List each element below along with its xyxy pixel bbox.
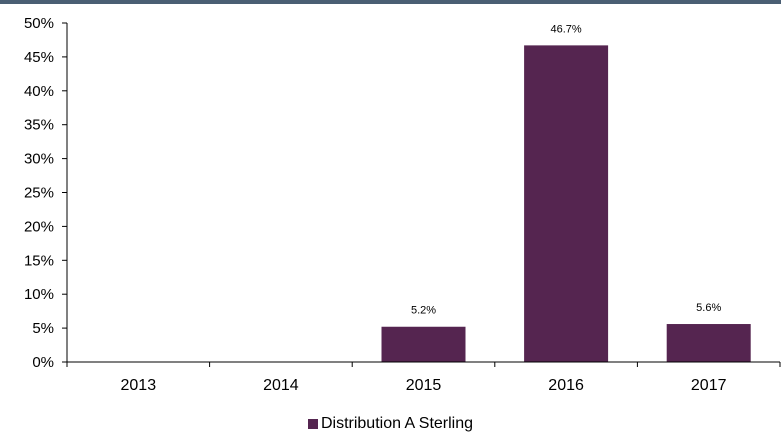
bar — [381, 326, 466, 362]
legend-item: Distribution A Sterling — [307, 415, 474, 433]
data-label: 46.7% — [550, 23, 581, 35]
data-label: 5.2% — [411, 305, 436, 317]
data-label: 5.6% — [696, 302, 721, 314]
y-tick-label: 50% — [24, 15, 54, 32]
top-border-band — [0, 0, 781, 4]
bar — [524, 45, 609, 363]
y-tick-label: 15% — [24, 252, 54, 269]
y-tick-label: 35% — [24, 117, 54, 134]
y-tick-label: 45% — [24, 49, 54, 66]
x-tick-label: 2014 — [263, 377, 299, 394]
y-tick-label: 5% — [32, 320, 54, 337]
x-axis-ticks: 2013 2014 2015 2016 2017 — [66, 362, 781, 394]
bar-chart: 0% 5% 10% 15% 20% 25% 30% 35% 40% 45% 50% 5.2% 46.7… — [24, 15, 781, 394]
x-tick-label: 2017 — [691, 377, 727, 394]
bars — [381, 45, 751, 363]
legend-swatch — [307, 419, 318, 429]
legend: Distribution A Sterling — [0, 414, 781, 434]
y-tick-label: 10% — [24, 286, 54, 303]
y-tick-label: 40% — [24, 83, 54, 100]
y-axis-ticks: 0% 5% 10% 15% 20% 25% 30% 35% 40% 45% 50% — [24, 15, 67, 371]
x-tick-label: 2013 — [121, 377, 157, 394]
y-tick-label: 25% — [24, 185, 54, 202]
bar — [666, 324, 751, 362]
x-tick-label: 2016 — [548, 377, 584, 394]
legend-label: Distribution A Sterling — [320, 415, 474, 432]
value-labels: 5.2% 46.7% 5.6% — [411, 23, 721, 316]
y-tick-label: 20% — [24, 218, 54, 235]
y-tick-label: 30% — [24, 151, 54, 168]
x-tick-label: 2015 — [406, 377, 442, 394]
y-tick-label: 0% — [32, 354, 54, 371]
